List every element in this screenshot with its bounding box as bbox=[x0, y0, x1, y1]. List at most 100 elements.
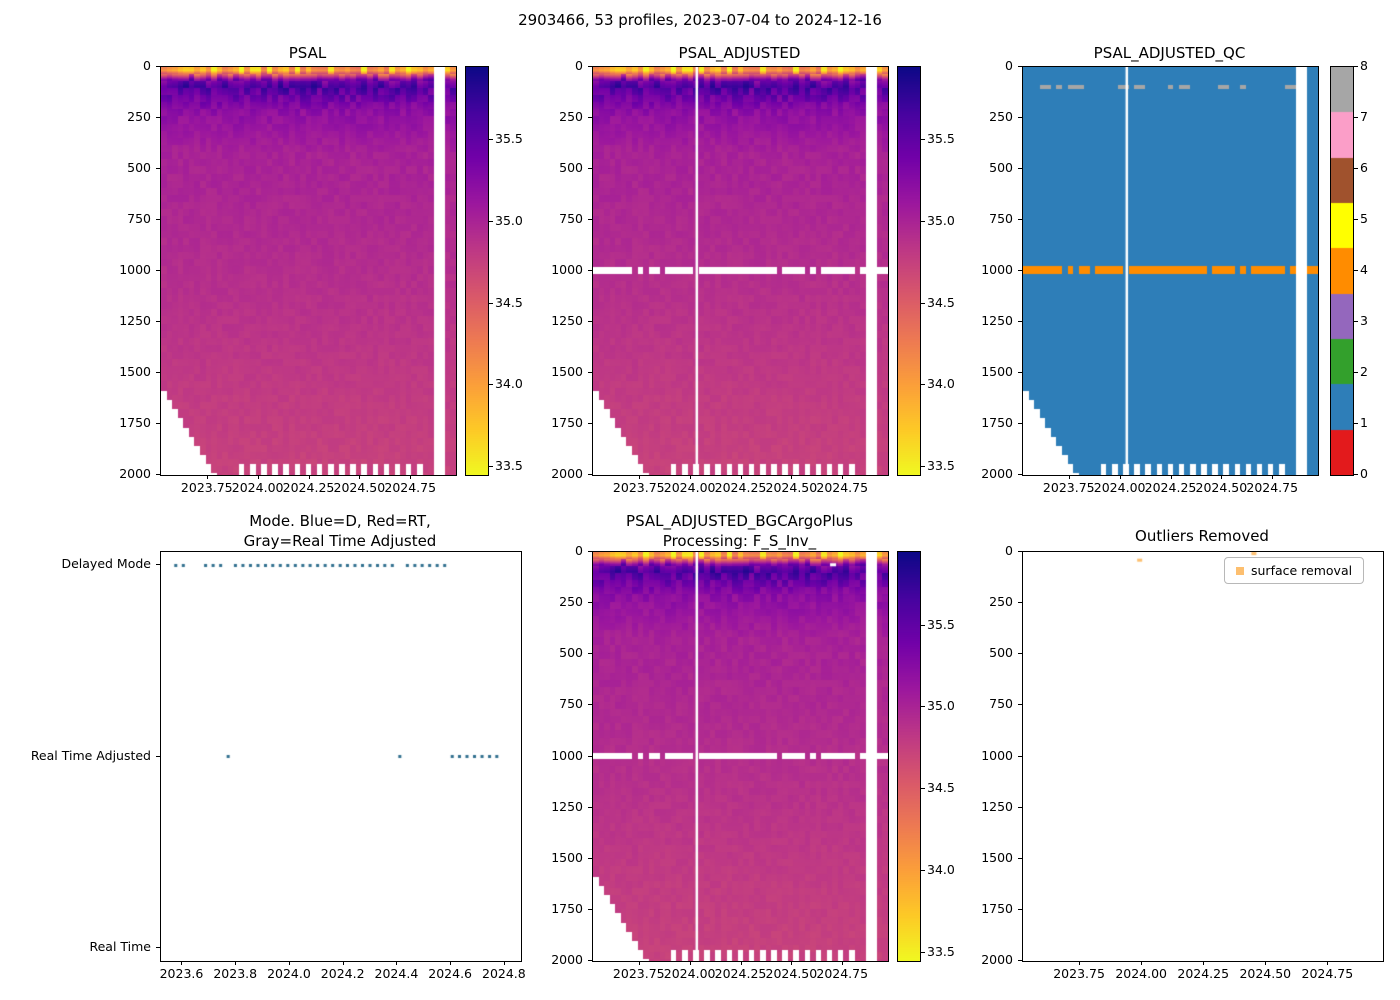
colorbar-tick-label: 6 bbox=[1360, 160, 1368, 175]
x-tick-label: 2024.00 bbox=[663, 966, 716, 981]
y-tick-mark bbox=[1018, 704, 1022, 706]
y-tick-mark bbox=[1018, 806, 1022, 808]
x-tick-label: 2024.25 bbox=[282, 480, 335, 495]
x-tick-mark bbox=[206, 475, 208, 479]
y-tick-label: 0 bbox=[575, 543, 583, 558]
y-tick-mark bbox=[156, 564, 160, 566]
y-tick-mark bbox=[156, 117, 160, 118]
colorbar-tick-label: 34.5 bbox=[495, 294, 523, 310]
y-tick-label: 500 bbox=[989, 645, 1013, 661]
x-tick-label: 2024.00 bbox=[1115, 966, 1168, 981]
y-tick-label: 250 bbox=[559, 594, 583, 610]
colorbar-tick-mark bbox=[1354, 372, 1358, 373]
y-tick-label: 250 bbox=[989, 109, 1013, 124]
colorbar-tick-label: 34.5 bbox=[927, 294, 955, 310]
x-tick-label: 2024.25 bbox=[714, 966, 767, 981]
x-tick-mark bbox=[1079, 961, 1081, 965]
x-tick-mark bbox=[1119, 475, 1121, 479]
colorbar-tick-mark bbox=[1354, 321, 1358, 322]
x-tick-mark bbox=[638, 961, 640, 965]
y-tick-label: 250 bbox=[559, 109, 583, 124]
x-tick-label: 2024.75 bbox=[1301, 966, 1354, 981]
colorbar-tick-label: 7 bbox=[1360, 109, 1368, 124]
x-tick-mark bbox=[257, 475, 259, 479]
x-tick-label: 2024.50 bbox=[765, 966, 818, 981]
x-tick-label: 2023.8 bbox=[213, 966, 258, 981]
psal-adjusted-heatmap bbox=[592, 66, 889, 476]
qc-colorbar bbox=[1330, 66, 1354, 476]
y-tick-label: 1500 bbox=[981, 364, 1013, 379]
x-tick-mark bbox=[842, 961, 844, 965]
x-tick-label: 2023.75 bbox=[1053, 966, 1105, 981]
colorbar-tick-mark bbox=[489, 139, 493, 141]
x-tick-mark bbox=[689, 475, 691, 479]
y-tick-mark bbox=[1018, 960, 1022, 961]
y-tick-label: 500 bbox=[559, 160, 583, 175]
y-category-label: Real Time bbox=[89, 938, 151, 954]
y-tick-mark bbox=[588, 66, 592, 67]
panel-title-bgc: PSAL_ADJUSTED_BGCArgoPlus Processing: F_… bbox=[626, 512, 853, 550]
colorbar-tick-mark bbox=[921, 384, 925, 386]
colorbar-tick-label: 34.0 bbox=[927, 376, 955, 392]
x-tick-label: 2024.6 bbox=[428, 966, 473, 981]
colorbar-tick-mark bbox=[921, 951, 925, 953]
x-tick-mark bbox=[1265, 961, 1267, 965]
colorbar-tick-mark bbox=[1354, 474, 1358, 475]
colorbar-tick-label: 34.5 bbox=[927, 780, 955, 796]
x-tick-mark bbox=[288, 961, 290, 965]
y-tick-label: 1750 bbox=[551, 415, 583, 430]
x-tick-label: 2024.8 bbox=[482, 966, 526, 981]
colorbar-tick-mark bbox=[489, 302, 493, 304]
colorbar-tick-label: 1 bbox=[1360, 415, 1368, 430]
panel-title-mode: Mode. Blue=D, Red=RT, Gray=Real Time Adj… bbox=[243, 512, 437, 550]
panel-title-outliers: Outliers Removed bbox=[1135, 527, 1269, 545]
colorbar-tick-mark bbox=[921, 139, 925, 141]
y-tick-mark bbox=[1018, 474, 1022, 475]
psal-colorbar bbox=[465, 66, 489, 476]
bgc-heatmap bbox=[592, 551, 889, 962]
y-tick-mark bbox=[588, 219, 592, 220]
x-tick-label: 2024.0 bbox=[267, 966, 311, 981]
y-tick-mark bbox=[1018, 270, 1022, 271]
y-tick-mark bbox=[588, 960, 592, 961]
x-tick-label: 2023.75 bbox=[1042, 480, 1095, 495]
x-tick-label: 2023.75 bbox=[612, 480, 665, 495]
y-category-label: Delayed Mode bbox=[61, 556, 151, 572]
y-tick-mark bbox=[1018, 168, 1022, 169]
y-tick-mark bbox=[588, 474, 592, 475]
y-tick-mark bbox=[1018, 321, 1022, 322]
colorbar-tick-mark bbox=[1354, 270, 1358, 271]
x-tick-label: 2024.75 bbox=[816, 480, 869, 495]
y-tick-label: 1000 bbox=[551, 747, 583, 763]
y-tick-label: 1000 bbox=[119, 262, 151, 277]
colorbar-tick-label: 35.5 bbox=[495, 131, 523, 147]
legend-label: surface removal bbox=[1251, 563, 1353, 578]
y-tick-label: 1500 bbox=[981, 849, 1013, 865]
y-tick-label: 1500 bbox=[551, 364, 583, 379]
x-tick-mark bbox=[1327, 961, 1329, 965]
x-tick-mark bbox=[1170, 475, 1172, 479]
x-tick-label: 2023.75 bbox=[180, 480, 233, 495]
x-tick-mark bbox=[450, 961, 452, 965]
y-tick-mark bbox=[588, 602, 592, 604]
y-tick-label: 1750 bbox=[551, 900, 583, 916]
y-tick-mark bbox=[156, 219, 160, 220]
psal-adjusted-colorbar bbox=[897, 66, 921, 476]
x-tick-mark bbox=[791, 961, 793, 965]
outliers-legend: surface removal bbox=[1224, 557, 1365, 584]
colorbar-tick-mark bbox=[1354, 423, 1358, 424]
y-tick-mark bbox=[1018, 219, 1022, 220]
y-tick-label: 1250 bbox=[551, 313, 583, 328]
x-tick-label: 2024.25 bbox=[1177, 966, 1230, 981]
colorbar-tick-label: 34.0 bbox=[927, 862, 955, 878]
y-tick-mark bbox=[588, 117, 592, 118]
y-tick-label: 1750 bbox=[981, 415, 1013, 430]
colorbar-tick-label: 3 bbox=[1360, 313, 1368, 328]
x-tick-mark bbox=[503, 961, 505, 965]
colorbar-tick-label: 35.5 bbox=[927, 616, 955, 632]
x-tick-label: 2023.6 bbox=[159, 966, 204, 981]
y-tick-mark bbox=[588, 551, 592, 552]
y-tick-mark bbox=[1018, 372, 1022, 373]
y-tick-mark bbox=[588, 270, 592, 271]
